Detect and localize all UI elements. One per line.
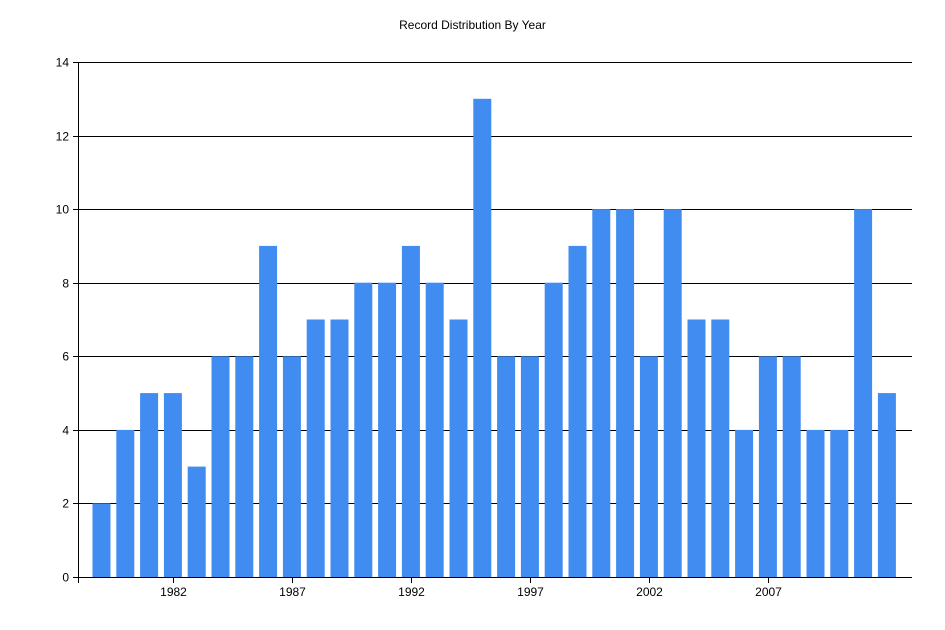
- y-tick-label: 14: [56, 56, 70, 70]
- bar-1990: [354, 282, 373, 577]
- bar-2001: [616, 209, 635, 577]
- y-tick-label: 2: [62, 497, 69, 511]
- bar-1995: [473, 98, 492, 578]
- x-tick-label: 2002: [636, 585, 663, 599]
- x-tick-label: 1987: [279, 585, 306, 599]
- bar-1994: [449, 319, 468, 577]
- y-tick-label: 4: [62, 424, 69, 438]
- bar-1981: [140, 393, 159, 577]
- bar-2008: [782, 356, 801, 577]
- bar-2006: [735, 429, 754, 577]
- y-tick-labels: 0 2 4 6 8 10 12 14: [56, 56, 70, 585]
- x-tick-label: 1992: [398, 585, 425, 599]
- chart-title: Record Distribution By Year: [399, 18, 546, 32]
- bar-1980: [116, 429, 135, 577]
- bar-2011: [854, 209, 873, 577]
- bar-1983: [187, 466, 206, 577]
- axes: [73, 62, 912, 583]
- bar-1999: [568, 245, 587, 577]
- y-tick-label: 6: [62, 350, 69, 364]
- bar-2004: [687, 319, 706, 577]
- bars: [92, 98, 896, 578]
- bar-2010: [830, 429, 849, 577]
- bar-1988: [306, 319, 325, 577]
- bar-1982: [163, 393, 182, 577]
- x-tick-label: 1982: [160, 585, 187, 599]
- bar-2000: [592, 209, 611, 577]
- bar-2002: [639, 356, 658, 577]
- y-tick-label: 0: [62, 571, 69, 585]
- x-tick-labels: 1982 1987 1992 1997 2002 2007: [160, 585, 782, 599]
- x-tick-label: 2007: [755, 585, 782, 599]
- bar-1984: [211, 356, 230, 577]
- bar-2005: [711, 319, 730, 577]
- bar-1991: [378, 282, 397, 577]
- bar-1987: [282, 356, 301, 577]
- y-tick-label: 10: [56, 203, 70, 217]
- bar-1993: [425, 282, 444, 577]
- bar-2003: [663, 209, 682, 577]
- bar-2007: [758, 356, 777, 577]
- bar-1979: [92, 503, 111, 577]
- bar-1985: [235, 356, 254, 577]
- bar-2012: [877, 393, 896, 577]
- y-tick-label: 8: [62, 277, 69, 291]
- bar-1998: [544, 282, 563, 577]
- bar-1996: [497, 356, 516, 577]
- bar-1989: [330, 319, 349, 577]
- bar-1997: [520, 356, 539, 577]
- bar-1992: [401, 245, 420, 577]
- y-tick-label: 12: [56, 130, 70, 144]
- bar-1986: [259, 245, 278, 577]
- bar-2009: [806, 429, 825, 577]
- x-tick-label: 1997: [517, 585, 544, 599]
